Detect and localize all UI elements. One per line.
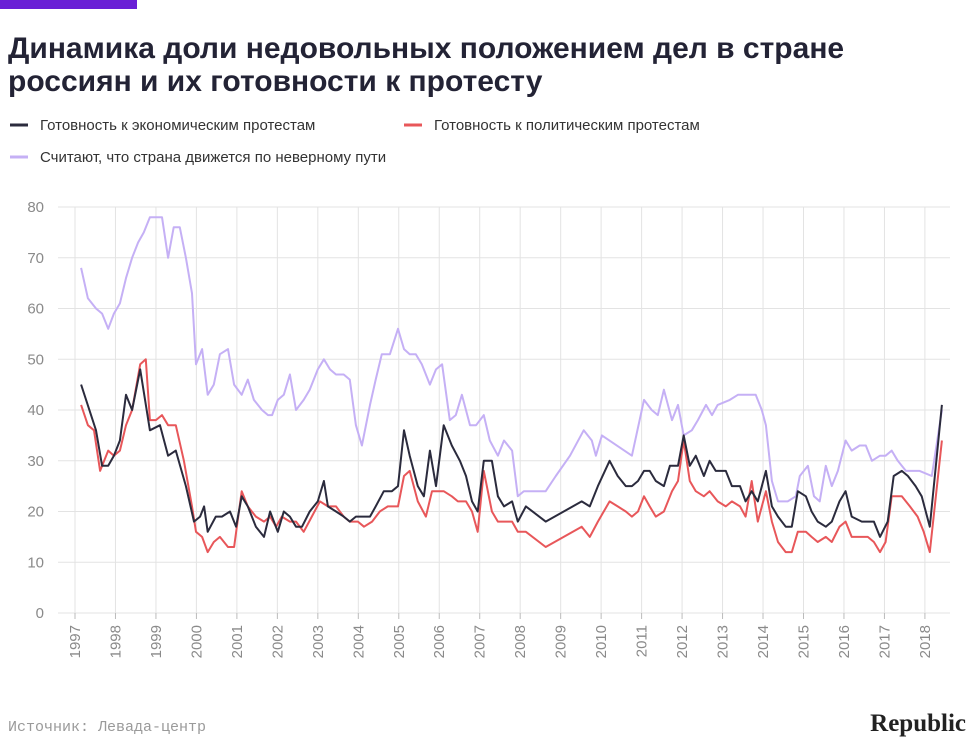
x-tick-label: 2004 xyxy=(350,625,367,658)
top-accent xyxy=(0,0,137,9)
x-tick-label: 2001 xyxy=(229,625,246,658)
y-tick-label: 60 xyxy=(27,301,44,318)
x-tick-label: 2017 xyxy=(876,625,893,658)
x-tick-label: 2007 xyxy=(472,625,489,658)
x-tick-label: 2015 xyxy=(795,625,812,658)
x-tick-label: 1998 xyxy=(107,625,124,658)
x-tick-label: 1999 xyxy=(148,625,165,658)
chart-title: россиян и их готовности к протесту xyxy=(8,65,543,98)
x-tick-label: 2000 xyxy=(188,625,205,658)
x-tick-label: 2018 xyxy=(917,625,934,658)
x-tick-label: 2011 xyxy=(634,625,651,657)
x-tick-label: 2006 xyxy=(431,625,448,658)
series-line xyxy=(80,368,943,538)
x-tick-label: 2012 xyxy=(674,625,691,658)
y-tick-label: 20 xyxy=(27,504,44,521)
y-tick-label: 50 xyxy=(27,351,44,368)
brand-logo: Republic xyxy=(870,710,966,737)
y-tick-label: 10 xyxy=(27,554,44,571)
y-tick-label: 30 xyxy=(27,453,44,470)
y-tick-label: 80 xyxy=(27,199,44,216)
x-tick-label: 2016 xyxy=(836,625,853,658)
chart-title: Динамика доли недовольных положением дел… xyxy=(8,32,844,65)
x-tick-label: 2009 xyxy=(553,625,570,658)
y-tick-label: 0 xyxy=(36,605,44,622)
x-tick-label: 2014 xyxy=(755,625,772,658)
x-tick-label: 1997 xyxy=(67,625,84,658)
legend-label: Готовность к политическим протестам xyxy=(434,117,700,134)
legend-label: Считают, что страна движется по неверном… xyxy=(40,149,386,166)
source: Источник: Левада-центр xyxy=(8,719,206,736)
series-line xyxy=(80,216,943,503)
x-tick-label: 2010 xyxy=(593,625,610,658)
y-tick-label: 40 xyxy=(27,402,44,419)
x-tick-label: 2013 xyxy=(715,625,732,658)
series-line xyxy=(80,358,943,554)
x-tick-label: 2003 xyxy=(310,625,327,658)
y-tick-label: 70 xyxy=(27,250,44,267)
x-tick-label: 2008 xyxy=(512,625,529,658)
x-tick-label: 2005 xyxy=(391,625,408,658)
legend-label: Готовность к экономическим протестам xyxy=(40,117,315,134)
x-tick-label: 2002 xyxy=(269,625,286,658)
